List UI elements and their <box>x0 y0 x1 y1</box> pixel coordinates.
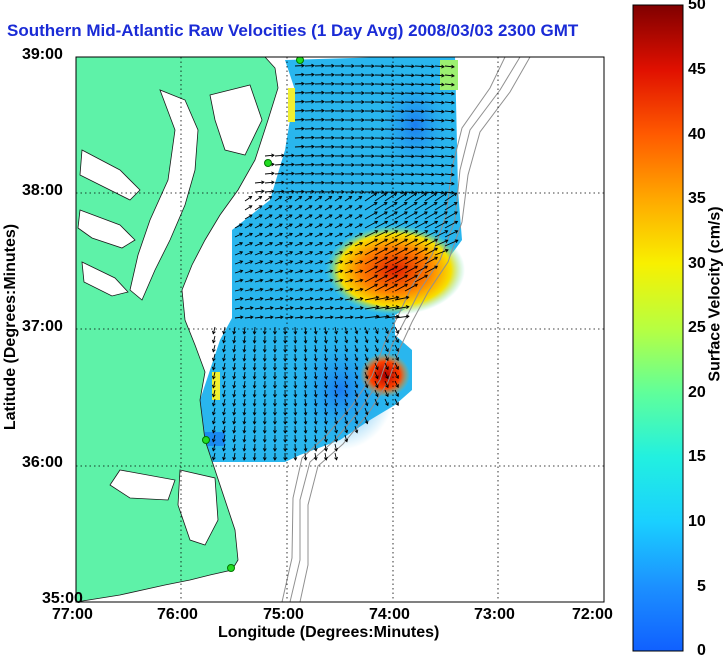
x-tick-76: 76:00 <box>157 606 198 624</box>
x-tick-74: 74:00 <box>369 606 410 624</box>
cb-tick-40: 40 <box>688 126 706 144</box>
x-tick-72: 72:00 <box>572 606 613 624</box>
y-tick-39: 39:00 <box>22 46 63 64</box>
x-axis-label: Longitude (Degrees:Minutes) <box>218 624 439 642</box>
x-tick-75: 75:00 <box>263 606 304 624</box>
y-tick-37: 37:00 <box>22 318 63 336</box>
cb-tick-20: 20 <box>688 384 706 402</box>
cb-tick-50: 50 <box>688 0 706 14</box>
cb-tick-5: 5 <box>697 578 706 596</box>
colorbar-label: Surface Velocity (cm/s) <box>707 206 724 381</box>
cb-tick-15: 15 <box>688 448 706 466</box>
x-tick-77: 77:00 <box>52 606 93 624</box>
cb-tick-35: 35 <box>688 190 706 208</box>
cb-tick-25: 25 <box>688 319 706 337</box>
y-axis-label: Latitude (Degrees:Minutes) <box>2 224 20 430</box>
cb-tick-0: 0 <box>697 642 706 660</box>
cb-tick-45: 45 <box>688 61 706 79</box>
cb-tick-30: 30 <box>688 255 706 273</box>
x-tick-73: 73:00 <box>474 606 515 624</box>
cb-tick-10: 10 <box>688 513 706 531</box>
colorbar <box>633 5 683 651</box>
y-tick-38: 38:00 <box>22 182 63 200</box>
y-tick-36: 36:00 <box>22 454 63 472</box>
